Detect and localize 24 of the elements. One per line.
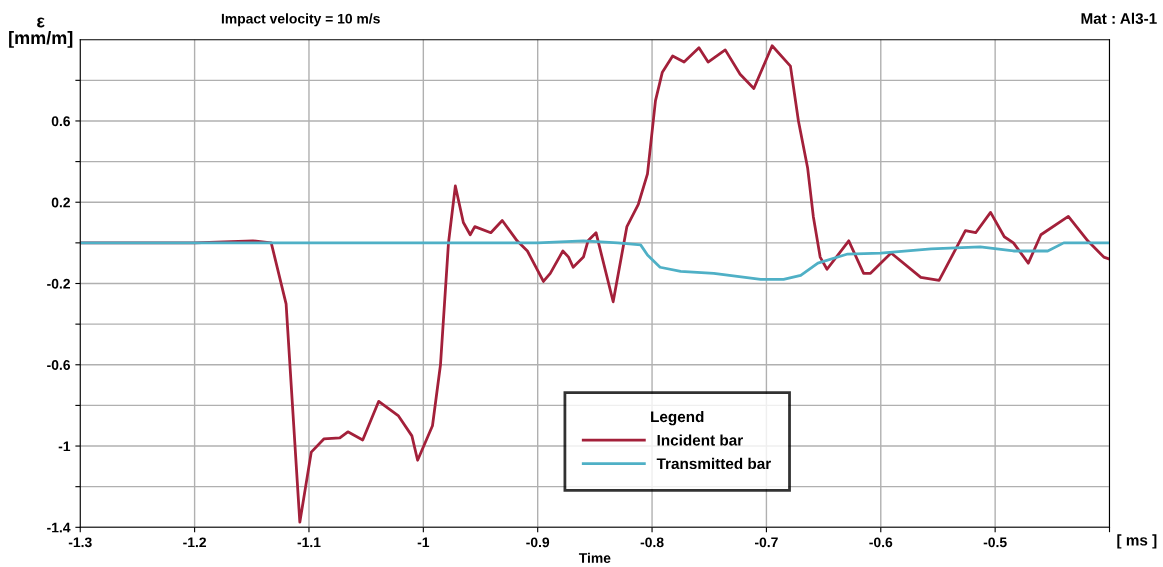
x-tick-label: -1: [417, 537, 430, 548]
x-tick-label: -1.3: [68, 537, 92, 548]
y-tick-label: 0.2: [51, 197, 70, 208]
y-tick-label: -0.6: [47, 360, 71, 370]
chart-title: Impact velocity = 10 m/s: [221, 13, 380, 27]
x-tick-label: -0.7: [754, 537, 778, 548]
chart-subtitle: Mat : Al3-1: [1081, 12, 1157, 24]
y-tick-label: -1: [58, 441, 71, 452]
y-tick-label: -1.4: [47, 522, 71, 533]
x-tick-label: -0.5: [983, 537, 1007, 548]
y-tick-label: -0.2: [47, 278, 70, 289]
line-series: [80, 239, 1110, 281]
x-tick-label: -0.9: [526, 537, 550, 548]
y-tick-label: 0.6: [51, 116, 71, 127]
legend-label: Incident bar: [657, 434, 743, 446]
x-tick-label: -1.2: [183, 537, 207, 548]
text: [ ms ]: [1117, 534, 1157, 549]
x-tick-label: -1.1: [297, 537, 321, 548]
x-tick-label: -0.8: [640, 537, 664, 548]
legend-label: Transmitted bar: [656, 457, 771, 470]
y-axis-title: ε [mm/m]: [9, 17, 73, 48]
legend-title: Legend: [651, 410, 704, 426]
x-tick-label: -0.6: [869, 537, 893, 548]
x-axis-title: Time: [578, 552, 611, 563]
